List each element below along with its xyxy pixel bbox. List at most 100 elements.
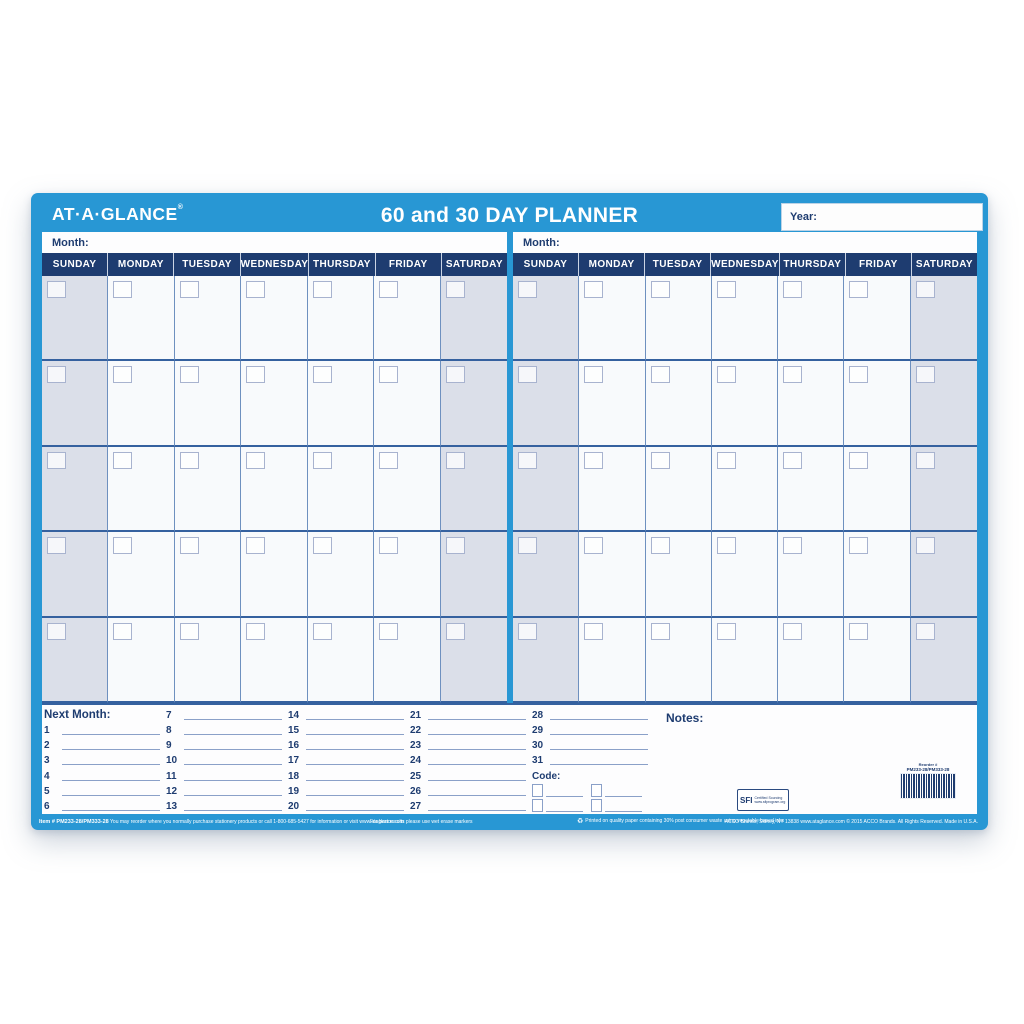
- date-checkbox[interactable]: [716, 366, 736, 384]
- date-checkbox[interactable]: [849, 281, 869, 298]
- write-in-line[interactable]: [306, 785, 404, 796]
- day-cell[interactable]: [579, 446, 646, 533]
- date-checkbox[interactable]: [716, 537, 736, 555]
- day-cell[interactable]: [711, 617, 779, 703]
- code-checkbox[interactable]: [591, 798, 603, 812]
- date-checkbox[interactable]: [47, 366, 66, 384]
- date-checkbox[interactable]: [113, 366, 133, 384]
- day-cell[interactable]: [579, 532, 646, 618]
- date-checkbox[interactable]: [849, 622, 869, 640]
- year-field[interactable]: Year:: [781, 203, 983, 231]
- date-checkbox[interactable]: [915, 537, 935, 555]
- day-cell[interactable]: [711, 361, 779, 447]
- day-cell[interactable]: [579, 617, 646, 703]
- day-cell[interactable]: [711, 446, 779, 533]
- day-cell[interactable]: [513, 532, 580, 618]
- day-cell[interactable]: [241, 617, 308, 703]
- day-cell[interactable]: [307, 276, 375, 362]
- day-cell[interactable]: [711, 532, 779, 618]
- date-checkbox[interactable]: [47, 622, 66, 640]
- date-checkbox[interactable]: [716, 622, 736, 640]
- date-checkbox[interactable]: [246, 451, 266, 469]
- date-checkbox[interactable]: [445, 281, 465, 298]
- day-cell[interactable]: [440, 276, 507, 362]
- day-cell[interactable]: [778, 617, 845, 703]
- date-checkbox[interactable]: [518, 366, 537, 384]
- date-checkbox[interactable]: [849, 366, 869, 384]
- write-in-line[interactable]: [184, 785, 282, 796]
- date-checkbox[interactable]: [179, 366, 199, 384]
- date-checkbox[interactable]: [312, 366, 332, 384]
- day-cell[interactable]: [440, 532, 507, 618]
- date-checkbox[interactable]: [915, 451, 935, 469]
- day-cell[interactable]: [174, 446, 242, 533]
- write-in-line[interactable]: [62, 800, 160, 811]
- write-in-line[interactable]: [306, 754, 404, 766]
- date-checkbox[interactable]: [849, 451, 869, 469]
- code-checkbox[interactable]: [532, 798, 544, 812]
- date-checkbox[interactable]: [179, 537, 199, 555]
- day-cell[interactable]: [307, 617, 375, 703]
- day-cell[interactable]: [108, 532, 175, 618]
- date-checkbox[interactable]: [584, 281, 604, 298]
- day-cell[interactable]: [844, 617, 911, 703]
- month-field-2[interactable]: Month:: [513, 232, 977, 253]
- day-cell[interactable]: [778, 276, 845, 362]
- day-cell[interactable]: [42, 617, 109, 703]
- code-checkbox[interactable]: [591, 783, 603, 797]
- day-cell[interactable]: [910, 617, 977, 703]
- write-in-line[interactable]: [550, 709, 648, 720]
- date-checkbox[interactable]: [47, 451, 66, 469]
- code-line[interactable]: [546, 802, 583, 812]
- month-field-1[interactable]: Month:: [42, 232, 507, 253]
- date-checkbox[interactable]: [783, 451, 803, 469]
- date-checkbox[interactable]: [312, 451, 332, 469]
- day-cell[interactable]: [241, 532, 308, 618]
- day-cell[interactable]: [645, 532, 712, 618]
- date-checkbox[interactable]: [179, 451, 199, 469]
- write-in-line[interactable]: [62, 724, 160, 736]
- write-in-line[interactable]: [62, 785, 160, 796]
- date-checkbox[interactable]: [650, 622, 670, 640]
- day-cell[interactable]: [645, 446, 712, 533]
- date-checkbox[interactable]: [113, 622, 133, 640]
- write-in-line[interactable]: [428, 770, 526, 781]
- day-cell[interactable]: [108, 276, 175, 362]
- day-cell[interactable]: [307, 446, 375, 533]
- day-cell[interactable]: [513, 276, 580, 362]
- day-cell[interactable]: [844, 361, 911, 447]
- date-checkbox[interactable]: [650, 451, 670, 469]
- date-checkbox[interactable]: [113, 537, 133, 555]
- write-in-line[interactable]: [550, 724, 648, 736]
- date-checkbox[interactable]: [445, 451, 465, 469]
- date-checkbox[interactable]: [379, 281, 399, 298]
- day-cell[interactable]: [241, 446, 308, 533]
- write-in-line[interactable]: [184, 770, 282, 781]
- day-cell[interactable]: [844, 276, 911, 362]
- date-checkbox[interactable]: [783, 622, 803, 640]
- day-cell[interactable]: [108, 361, 175, 447]
- date-checkbox[interactable]: [379, 622, 399, 640]
- day-cell[interactable]: [440, 446, 507, 533]
- day-cell[interactable]: [910, 532, 977, 618]
- day-cell[interactable]: [645, 361, 712, 447]
- date-checkbox[interactable]: [113, 451, 133, 469]
- date-checkbox[interactable]: [312, 537, 332, 555]
- date-checkbox[interactable]: [783, 281, 803, 298]
- write-in-line[interactable]: [306, 739, 404, 751]
- day-cell[interactable]: [108, 446, 175, 533]
- date-checkbox[interactable]: [518, 537, 537, 555]
- write-in-line[interactable]: [428, 754, 526, 766]
- date-checkbox[interactable]: [783, 537, 803, 555]
- date-checkbox[interactable]: [849, 537, 869, 555]
- write-in-line[interactable]: [428, 739, 526, 751]
- write-in-line[interactable]: [550, 754, 648, 766]
- date-checkbox[interactable]: [445, 622, 465, 640]
- date-checkbox[interactable]: [379, 366, 399, 384]
- day-cell[interactable]: [778, 532, 845, 618]
- day-cell[interactable]: [241, 276, 308, 362]
- date-checkbox[interactable]: [518, 451, 537, 469]
- day-cell[interactable]: [645, 617, 712, 703]
- write-in-line[interactable]: [184, 709, 282, 720]
- day-cell[interactable]: [579, 276, 646, 362]
